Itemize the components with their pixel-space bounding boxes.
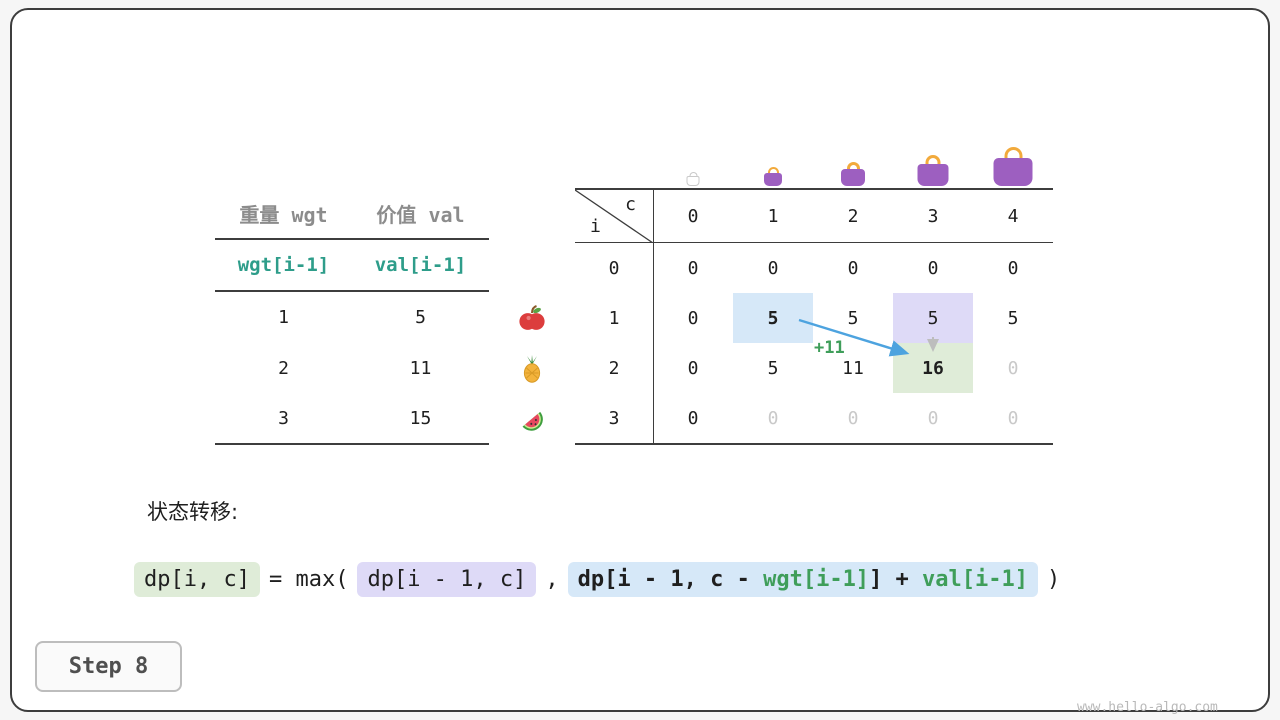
formula-lhs-token: dp[i, c] (134, 562, 260, 597)
dp-cell: 5 (1007, 307, 1019, 329)
dp-cell: 0 (927, 257, 939, 279)
formula-arg1-token: dp[i - 1, c] (357, 562, 537, 597)
bag-body (993, 158, 1033, 186)
item-value: 11 (409, 358, 432, 379)
watermark: www.hello-algo.com (1077, 700, 1218, 715)
items-table-row: 1 5 (215, 292, 489, 343)
bag-handle (846, 162, 860, 170)
dp-col-header: 2 (847, 205, 859, 227)
dp-col-header: 1 (767, 205, 779, 227)
bag-handle (689, 172, 697, 177)
dp-col-header: 4 (1007, 205, 1019, 227)
weight-column-header: 重量 wgt (239, 202, 328, 227)
dp-cell: 0 (687, 407, 699, 429)
dp-table-row: 1 0 5 5 5 5 (575, 293, 1053, 343)
transition-label: 状态转移: (147, 500, 239, 524)
apple-icon (511, 303, 553, 335)
dp-row-header: 0 (608, 257, 620, 279)
formula-val-term: val[i-1] (922, 567, 1029, 592)
corner-col-label: c (625, 194, 636, 215)
dp-cell: 0 (767, 407, 779, 429)
dp-cell: 16 (893, 343, 973, 393)
val-expression: val[i-1] (374, 254, 467, 276)
value-column-header: 价值 val (376, 202, 465, 227)
items-table-subheader-row: wgt[i-1] val[i-1] (215, 240, 489, 292)
bag-handle (767, 167, 779, 174)
bag-icon-xlarge (993, 147, 1033, 186)
dp-cell: 0 (1007, 257, 1019, 279)
items-table-row: 2 11 (215, 343, 489, 394)
dp-col-header: 3 (927, 205, 939, 227)
bag-handle (925, 155, 941, 165)
corner-row-label: i (590, 216, 601, 237)
item-weight: 1 (278, 307, 289, 328)
bag-body (686, 176, 700, 186)
step-badge: Step 8 (35, 641, 182, 692)
add-value-label: +11 (814, 338, 845, 358)
item-value: 15 (409, 408, 432, 429)
formula-arg2-token: dp[i - 1, c - wgt[i-1]] + val[i-1] (567, 562, 1039, 597)
formula-wgt-term: wgt[i-1] (763, 567, 870, 592)
items-table-header-row: 重量 wgt 价值 val (215, 188, 489, 240)
state-transition-formula: dp[i, c] = max( dp[i - 1, c] , dp[i - 1,… (134, 562, 1060, 597)
dp-cell: 0 (927, 407, 939, 429)
dp-cell: 11 (842, 357, 864, 379)
wgt-expression: wgt[i-1] (237, 254, 330, 276)
dp-corner-cell: c i (575, 190, 653, 243)
dp-cell: 0 (687, 307, 699, 329)
dp-cell: 5 (733, 293, 813, 343)
diagonal-divider (575, 190, 653, 243)
formula-comma: , (545, 567, 559, 592)
dp-table: c i 0 1 2 3 4 0 0 0 0 0 0 1 0 5 5 5 5 2 … (575, 188, 1053, 445)
dp-cell: 0 (687, 357, 699, 379)
dp-cell: 0 (1007, 357, 1019, 379)
bag-body (841, 169, 865, 186)
formula-arg2-part: dp[i - 1, c - (577, 567, 764, 592)
dp-cell: 5 (847, 307, 859, 329)
dp-cell: 0 (847, 257, 859, 279)
dp-table-header-row: c i 0 1 2 3 4 (575, 190, 1053, 243)
dp-cell: 0 (847, 407, 859, 429)
ghost-bag-icon (686, 172, 700, 186)
items-table: 重量 wgt 价值 val wgt[i-1] val[i-1] 1 5 2 11… (215, 188, 489, 445)
dp-cell: 0 (1007, 407, 1019, 429)
dp-col-header: 0 (687, 205, 699, 227)
bag-body (917, 164, 949, 186)
pineapple-icon (511, 353, 553, 385)
bag-body (764, 173, 782, 186)
formula-arg2-part: ] + (869, 567, 923, 592)
bag-icon-large (917, 155, 949, 186)
bag-handle (1004, 147, 1022, 159)
dp-cell: 0 (767, 257, 779, 279)
dp-cell: 5 (767, 357, 779, 379)
dp-table-row: 0 0 0 0 0 0 (575, 243, 1053, 293)
formula-eq-max: = max( (268, 567, 349, 592)
bag-icon-small (764, 167, 782, 186)
dp-table-row: 3 0 0 0 0 0 (575, 393, 1053, 443)
dp-table-vertical-divider (653, 190, 654, 443)
dp-cell: 0 (687, 257, 699, 279)
item-value: 5 (415, 307, 426, 328)
bag-icon-medium (841, 162, 865, 186)
dp-row-header: 3 (608, 407, 620, 429)
item-weight: 3 (278, 408, 289, 429)
dp-row-header: 1 (608, 307, 620, 329)
item-weight: 2 (278, 358, 289, 379)
dp-row-header: 2 (608, 357, 620, 379)
items-table-row: 3 15 (215, 394, 489, 445)
watermelon-icon (511, 404, 553, 436)
capacity-bags (575, 138, 1053, 186)
formula-close-paren: ) (1047, 567, 1061, 592)
dp-cell: 5 (893, 293, 973, 343)
